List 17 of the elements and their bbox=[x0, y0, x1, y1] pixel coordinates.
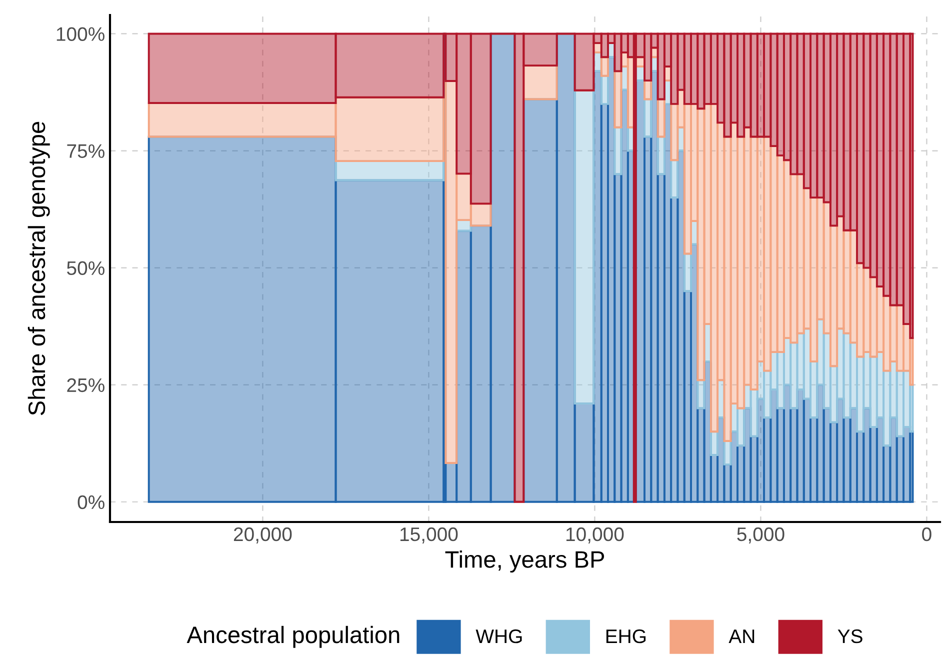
y-tick-label: 25% bbox=[67, 378, 104, 392]
y-axis-title: Share of ancestral genotype bbox=[28, 122, 50, 416]
x-tick-label: 0 bbox=[922, 527, 932, 542]
legend-title: Ancestral population bbox=[186, 626, 400, 648]
x-tick-label: 10,000 bbox=[566, 527, 624, 544]
y-tick-label: 0% bbox=[78, 495, 104, 510]
y-tick-label: 100% bbox=[56, 27, 104, 41]
y-tick-label: 75% bbox=[67, 144, 104, 158]
x-tick-label: 5,000 bbox=[737, 527, 784, 544]
x-tick-label: 20,000 bbox=[234, 527, 292, 544]
legend-label: AN bbox=[728, 630, 754, 643]
legend-label: EHG bbox=[606, 629, 646, 644]
legend-label: WHG bbox=[476, 629, 522, 644]
x-tick-label: 15,000 bbox=[400, 527, 458, 544]
x-axis-title: Time, years BP bbox=[445, 550, 604, 573]
legend-label: YS bbox=[838, 629, 862, 644]
y-tick-label: 50% bbox=[67, 261, 104, 276]
